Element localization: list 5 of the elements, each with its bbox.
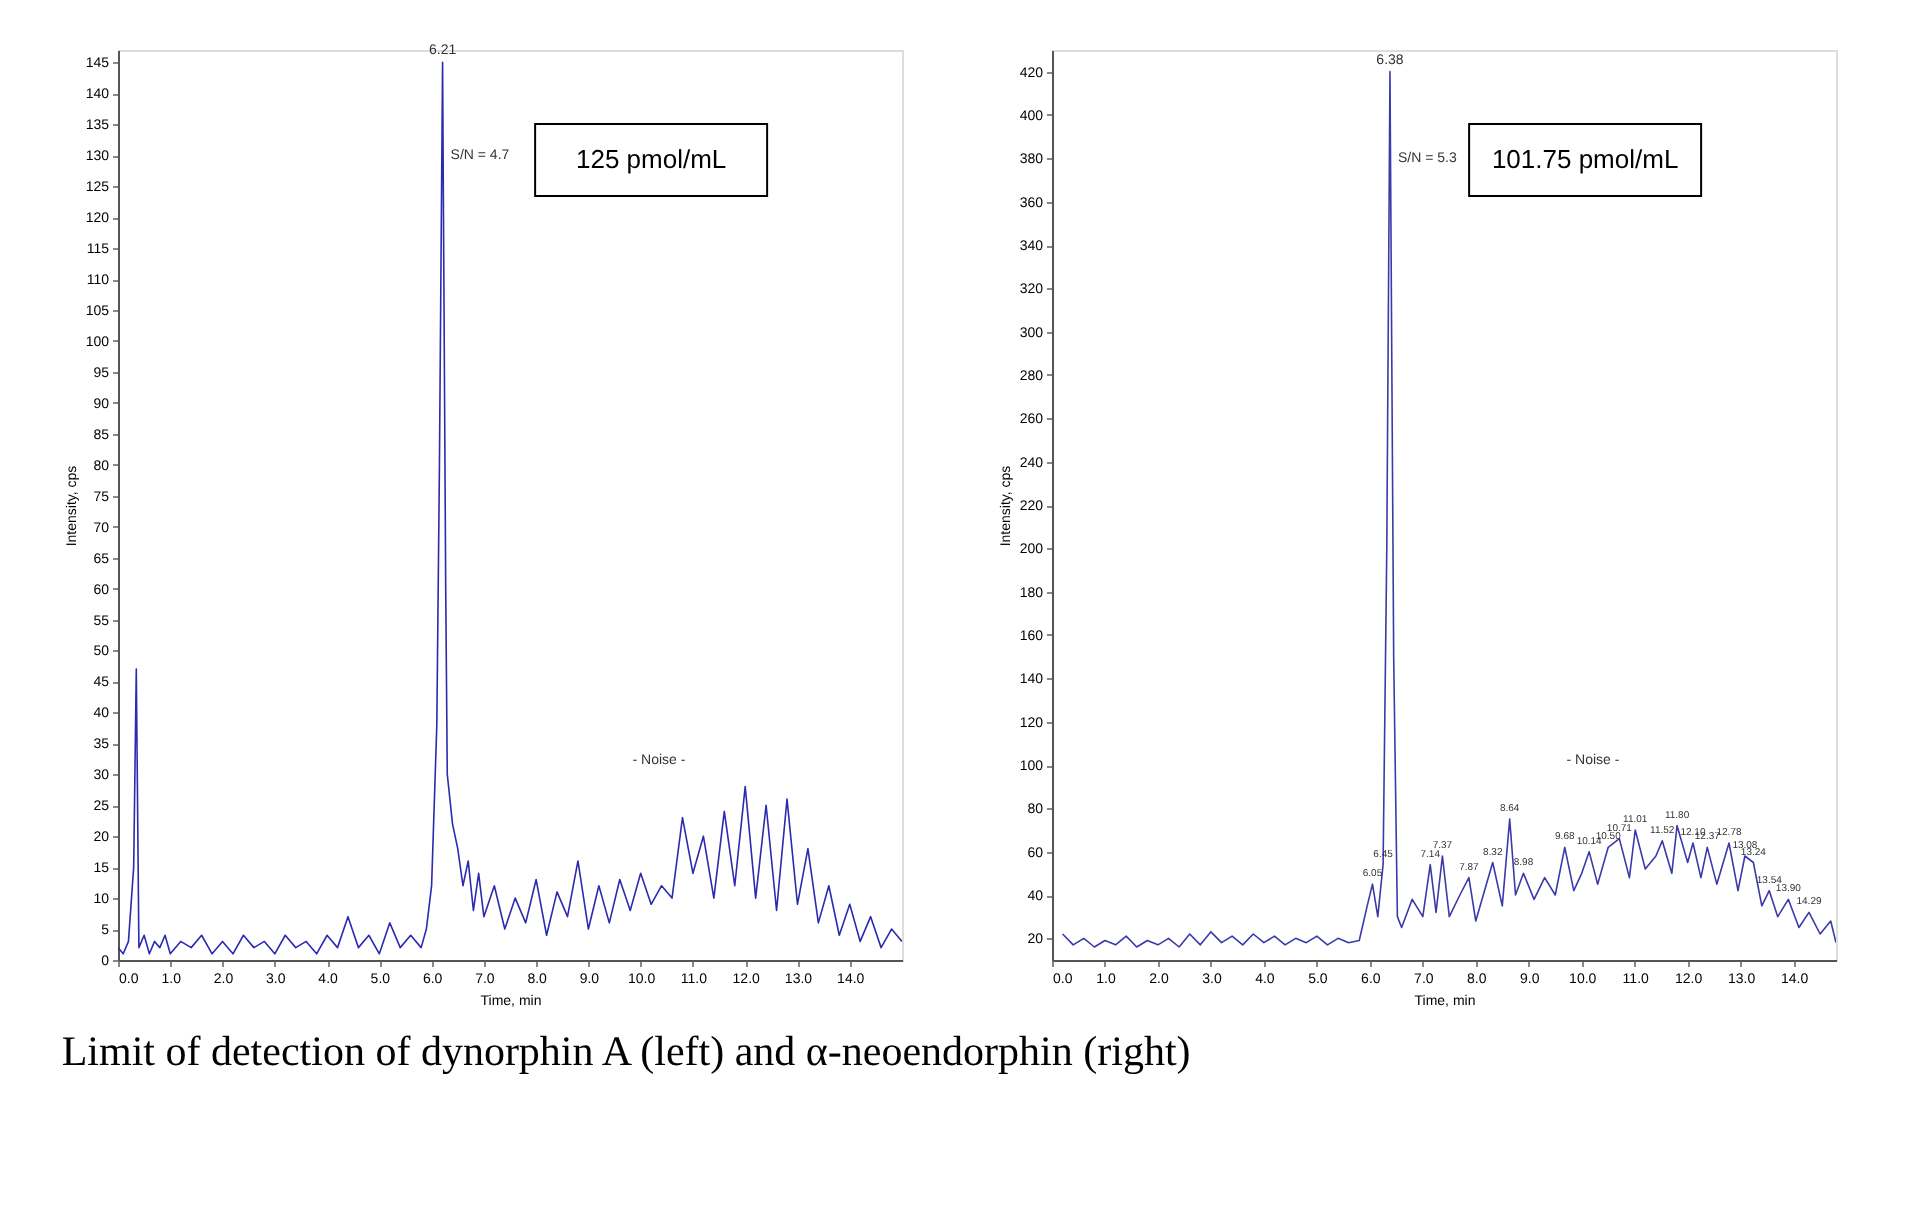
annotation: 101.75 pmol/mL	[1491, 144, 1679, 174]
line-series	[118, 61, 902, 955]
annotation: 125 pmol/mL	[575, 144, 727, 174]
text: Limit of detection of dynorphin A (left) and α-neoendorphin (right)	[61, 1027, 1191, 1075]
line-series	[1061, 70, 1836, 948]
